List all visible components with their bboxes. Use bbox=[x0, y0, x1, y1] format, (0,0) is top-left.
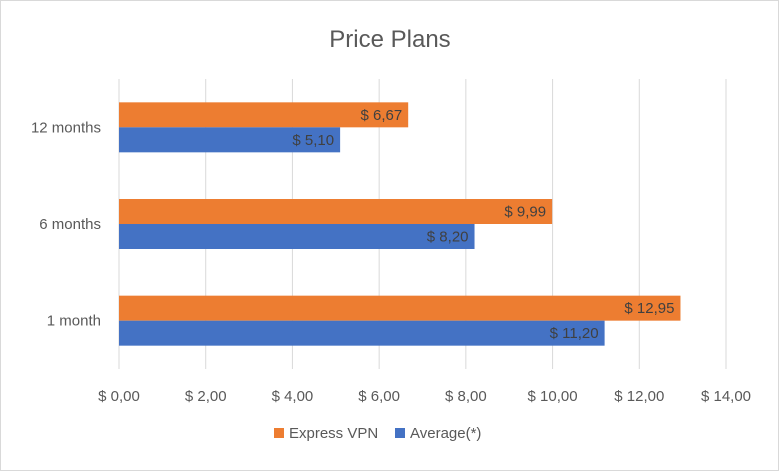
bar bbox=[119, 320, 605, 346]
legend-swatch bbox=[274, 428, 284, 438]
bar bbox=[119, 199, 553, 224]
value-axis: $ 0,00 $ 2,00 $ 4,00 $ 6,00 $ 8,00 $ 10,00 $ 1… bbox=[98, 388, 751, 405]
bar bbox=[119, 224, 475, 249]
legend-swatch bbox=[395, 428, 405, 438]
bar bbox=[119, 127, 341, 153]
data-label: $ 8,20 bbox=[427, 229, 469, 246]
x-tick-label: $ 8,00 bbox=[445, 388, 487, 405]
x-tick-label: $ 4,00 bbox=[272, 388, 314, 405]
bars bbox=[119, 102, 681, 346]
category-axis: 1 month 6 months 12 months bbox=[31, 119, 101, 329]
x-tick-label: $ 6,00 bbox=[358, 388, 400, 405]
x-tick-label: $ 10,00 bbox=[528, 388, 578, 405]
chart-title: Price Plans bbox=[329, 26, 450, 53]
data-label: $ 6,67 bbox=[360, 107, 402, 124]
category-label: 1 month bbox=[47, 313, 101, 330]
x-tick-label: $ 2,00 bbox=[185, 388, 227, 405]
data-label: $ 12,95 bbox=[624, 300, 674, 317]
legend: Express VPN Average(*) bbox=[274, 425, 481, 442]
legend-label: Express VPN bbox=[289, 425, 378, 442]
x-tick-label: $ 12,00 bbox=[614, 388, 664, 405]
bar bbox=[119, 102, 409, 128]
x-tick-label: $ 14,00 bbox=[701, 388, 751, 405]
category-label: 12 months bbox=[31, 119, 101, 136]
category-label: 6 months bbox=[39, 216, 101, 233]
data-labels: $ 12,95 $ 11,20 $ 9,99 $ 8,20 $ 6,67 $ 5,10 bbox=[292, 107, 674, 342]
data-label: $ 5,10 bbox=[292, 132, 334, 149]
bar bbox=[119, 295, 681, 321]
data-label: $ 9,99 bbox=[504, 204, 546, 221]
data-label: $ 11,20 bbox=[550, 325, 599, 342]
legend-label: Average(*) bbox=[410, 425, 481, 442]
x-tick-label: $ 0,00 bbox=[98, 388, 140, 405]
